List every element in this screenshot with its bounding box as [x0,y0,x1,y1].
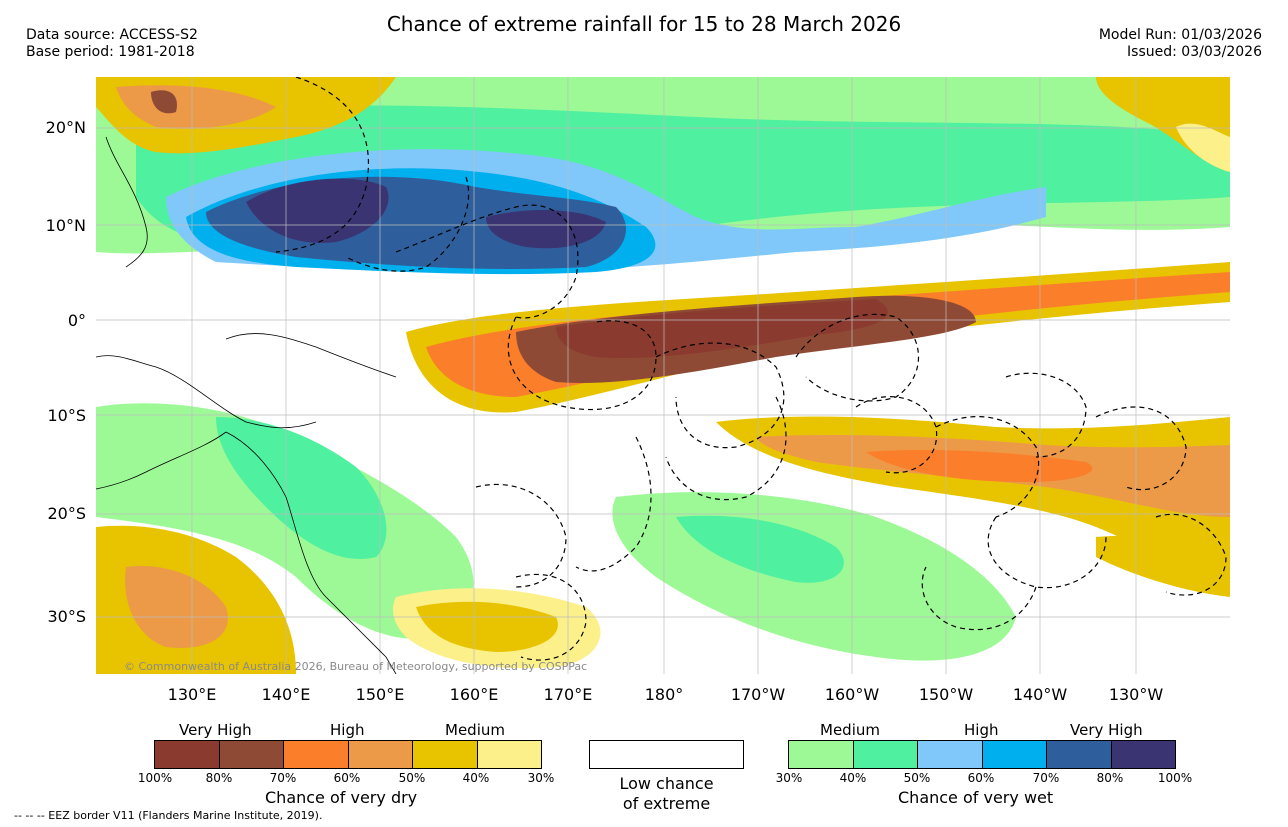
dry-swatch-5 [413,741,478,768]
lon-label-150w: 150°W [918,685,974,704]
low-chance-label: Low chance of extreme [589,774,744,814]
lon-label-140w: 140°W [1012,685,1068,704]
model-run-text: Model Run: 01/03/2026 [1098,27,1262,43]
eez-borders [275,77,1227,661]
dry-swatch-4 [348,741,413,768]
wet-category-medium: Medium [820,721,880,739]
wet-legend-title: Chance of very wet [898,788,1054,807]
wet-swatch-6 [1111,741,1175,768]
lat-label-0: 0° [67,311,86,330]
dry-swatch-6 [477,741,541,768]
wet-colorbar [788,740,1176,769]
wet-swatch-5 [1047,741,1112,768]
dry-tick: 60% [333,771,361,785]
dry-tick: 70% [269,771,297,785]
base-period-text: Base period: 1981-2018 [26,44,195,60]
run-info: Model Run: 01/03/2026 Issued: 03/03/2026 [1099,27,1262,61]
lon-label-150e: 150°E [355,685,405,704]
dry-tick: 50% [398,771,426,785]
dry-category-very-high: Very High [179,721,252,739]
lon-label-140e: 140°E [261,685,311,704]
low-chance-line1: Low chance [619,774,714,793]
wet-tick: 40% [839,771,867,785]
map-title: Chance of extreme rainfall for 15 to 28 … [386,12,902,36]
coastlines [96,136,397,674]
dry-swatch-2 [219,741,284,768]
dry-colorbar [154,740,542,769]
wet-category-high: High [964,721,999,739]
wet-swatch-4 [982,741,1047,768]
dry-category-medium: Medium [445,721,505,739]
lat-label-30s: 30°S [47,607,86,626]
lon-label-130e: 130°E [167,685,217,704]
rainfall-probability-map: © Commonwealth of Australia 2026, Bureau… [96,77,1230,674]
map-copyright: © Commonwealth of Australia 2026, Bureau… [124,660,587,673]
lat-label-10s: 10°S [47,406,86,425]
wet-tick: 50% [903,771,931,785]
lon-label-180: 180° [644,685,684,704]
low-chance-swatch [589,740,744,769]
dry-tick: 100% [137,771,173,785]
lon-label-170w: 170°W [730,685,786,704]
lat-label-10n: 10°N [45,216,86,235]
wet-tick: 100% [1157,771,1193,785]
wet-swatch-1 [789,741,854,768]
wet-swatch-2 [853,741,918,768]
dry-tick: 80% [205,771,233,785]
wet-swatch-3 [918,741,983,768]
lon-label-130w: 130°W [1108,685,1164,704]
lon-label-170e: 170°E [543,685,593,704]
wet-category-very-high: Very High [1070,721,1143,739]
lat-label-20n: 20°N [45,118,86,137]
dry-tick: 40% [462,771,490,785]
lon-label-160w: 160°W [824,685,880,704]
dry-swatch-1 [155,741,220,768]
map-fill-regions [96,77,1230,674]
wet-tick: 80% [1096,771,1124,785]
data-source-text: Data source: ACCESS-S2 [26,27,198,43]
dry-legend-title: Chance of very dry [265,788,418,807]
graticule [96,77,1230,674]
dry-tick: 30% [527,771,555,785]
lon-label-160e: 160°E [449,685,499,704]
dry-swatch-3 [284,741,349,768]
dry-category-high: High [330,721,365,739]
low-chance-line2: of extreme [622,794,711,813]
source-info: Data source: ACCESS-S2 Base period: 1981… [26,27,198,61]
lat-label-20s: 20°S [47,504,86,523]
wet-tick: 30% [775,771,803,785]
wet-tick: 60% [967,771,995,785]
wet-tick: 70% [1032,771,1060,785]
eez-border-note: -- -- -- EEZ border V11 (Flanders Marine… [14,809,323,822]
issued-text: Issued: 03/03/2026 [1127,44,1262,60]
